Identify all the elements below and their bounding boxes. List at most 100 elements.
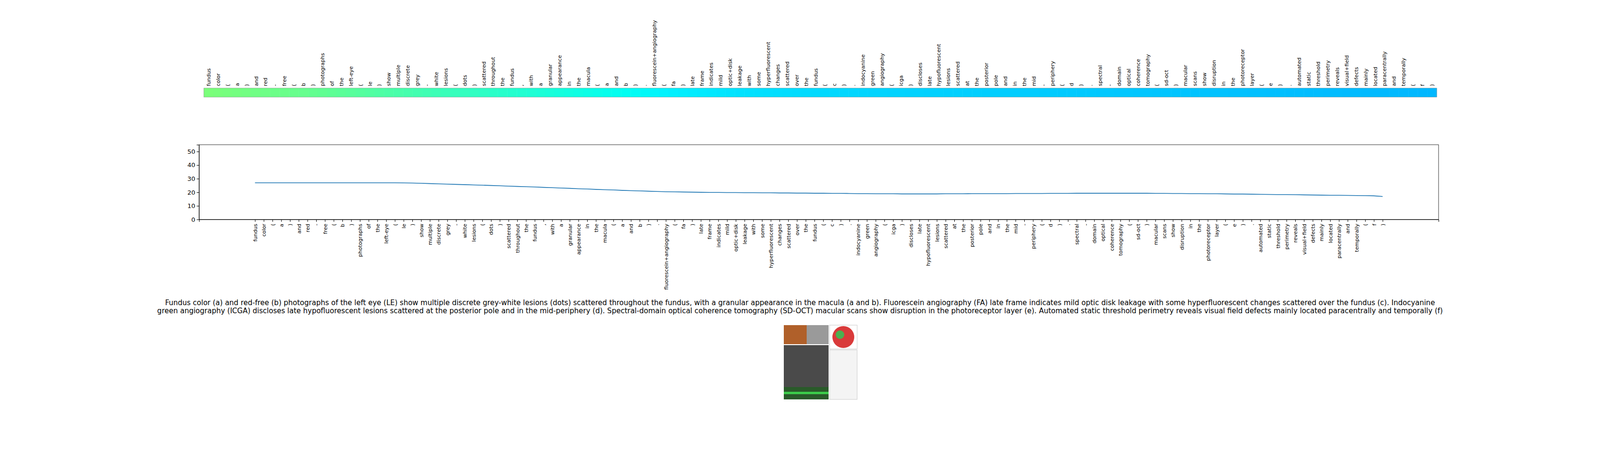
x-tick-mark <box>893 219 894 222</box>
x-tick-label: located <box>1327 223 1334 244</box>
x-tick: ( <box>330 219 338 226</box>
x-tick-label: late <box>916 223 923 234</box>
strip-cell <box>573 88 584 98</box>
x-tick-mark <box>604 219 606 222</box>
strip-token: dots <box>461 74 469 87</box>
strip-token: white <box>433 71 440 87</box>
x-tick: indocyanine <box>855 219 862 256</box>
x-tick-mark <box>630 219 632 222</box>
x-tick: hypofluorescent <box>925 219 932 267</box>
strip-cell <box>535 88 546 98</box>
strip-token: - <box>1040 84 1047 87</box>
strip-token: show <box>1201 72 1208 87</box>
x-tick-mark <box>403 219 405 222</box>
strip-cell <box>678 88 688 98</box>
x-tick-label: mid <box>1012 223 1020 234</box>
strip-cell <box>943 88 953 98</box>
x-tick-mark <box>1068 219 1069 222</box>
strip-cell <box>440 88 451 98</box>
x-tick-mark <box>543 219 544 222</box>
strip-token: c <box>831 83 838 87</box>
x-tick-mark <box>1111 219 1112 222</box>
x-tick-mark <box>464 219 466 222</box>
strip-token: tomography <box>1144 53 1151 87</box>
x-tick: defects <box>1310 219 1317 243</box>
strip-token: layer <box>1249 72 1256 87</box>
x-tick-label: le <box>400 223 408 229</box>
x-tick-label: ( <box>881 223 889 226</box>
x-tick-label: fundus <box>252 223 259 242</box>
x-tick: discrete <box>435 219 442 245</box>
panel-f <box>832 326 855 349</box>
x-tick-label: f <box>1371 223 1378 226</box>
strip-token: grey <box>414 74 421 87</box>
x-tick: dots <box>488 219 495 236</box>
strip-token: ) <box>243 84 250 87</box>
x-tick: . <box>1065 219 1072 226</box>
x-tick-label: green <box>864 223 871 240</box>
x-tick-label: sd-oct <box>1135 223 1142 240</box>
x-tick-label: ( <box>1222 223 1229 226</box>
strip-cell <box>725 88 735 98</box>
x-tick: - <box>313 219 320 226</box>
y-tick-label: 20 <box>187 189 196 197</box>
x-tick-label: the <box>523 223 530 233</box>
panel-g <box>829 350 858 400</box>
x-tick-mark <box>1146 219 1148 222</box>
strip-token: ( <box>1258 84 1265 87</box>
strip-cell <box>1123 88 1134 98</box>
x-tick: - <box>453 219 460 226</box>
strip-cell <box>222 88 233 98</box>
strip-token: reveals <box>1334 67 1341 87</box>
strip-cell <box>782 88 792 98</box>
x-tick-label: ) <box>287 223 294 226</box>
strip-cell <box>867 88 878 98</box>
x-tick-label: indocyanine <box>855 223 862 256</box>
strip-token: - <box>271 84 279 87</box>
x-tick: . <box>846 219 853 226</box>
strip-token: and <box>613 76 620 87</box>
x-tick-label: ( <box>479 223 486 226</box>
strip-cell <box>1408 88 1418 98</box>
x-tick-label: the <box>960 223 967 233</box>
x-tick-label: the <box>802 223 810 233</box>
x-tick: red <box>304 219 311 233</box>
strip-cell <box>469 88 480 98</box>
strip-cell <box>1370 88 1380 98</box>
x-tick: layer <box>1213 219 1220 238</box>
x-tick-mark <box>928 219 929 222</box>
x-tick-label: - <box>1082 223 1090 226</box>
x-tick-label: - <box>313 223 320 226</box>
y-tick-label: 50 <box>187 148 196 156</box>
x-tick: the <box>374 219 381 233</box>
x-tick: left-eye <box>383 219 390 244</box>
x-tick-label: macular <box>1152 223 1160 246</box>
x-tick: fundus <box>531 219 539 242</box>
x-tick: ( <box>820 219 827 226</box>
x-tick: c <box>829 219 836 227</box>
x-tick-label: show <box>1170 223 1177 238</box>
x-tick: of <box>365 219 372 230</box>
x-tick-mark <box>954 219 955 222</box>
x-tick: le <box>400 219 408 229</box>
x-tick-mark <box>508 219 510 222</box>
strip-cell <box>355 88 366 98</box>
x-tick: multiple <box>427 219 434 246</box>
x-tick-mark <box>456 219 457 222</box>
strip-cell <box>962 88 972 98</box>
strip-token: fa <box>670 80 677 87</box>
y-tick: 50 <box>187 148 200 156</box>
strip-cell <box>1114 88 1124 98</box>
x-tick-label: ( <box>1362 223 1369 226</box>
strip-cell <box>1133 88 1143 98</box>
x-tick-label: fundus <box>531 223 539 242</box>
strip-cell <box>848 88 859 98</box>
strip-token: macula <box>585 67 592 87</box>
line-chart: 01020304050funduscolor(a)andred-free(b)p… <box>187 144 1439 290</box>
strip-token: a <box>234 82 241 87</box>
x-tick-mark <box>1199 219 1200 222</box>
strip-token: ) <box>376 84 383 87</box>
strip-token: ) <box>680 84 687 87</box>
strip-token: lesions <box>945 68 952 87</box>
x-tick-label: ( <box>330 223 338 226</box>
